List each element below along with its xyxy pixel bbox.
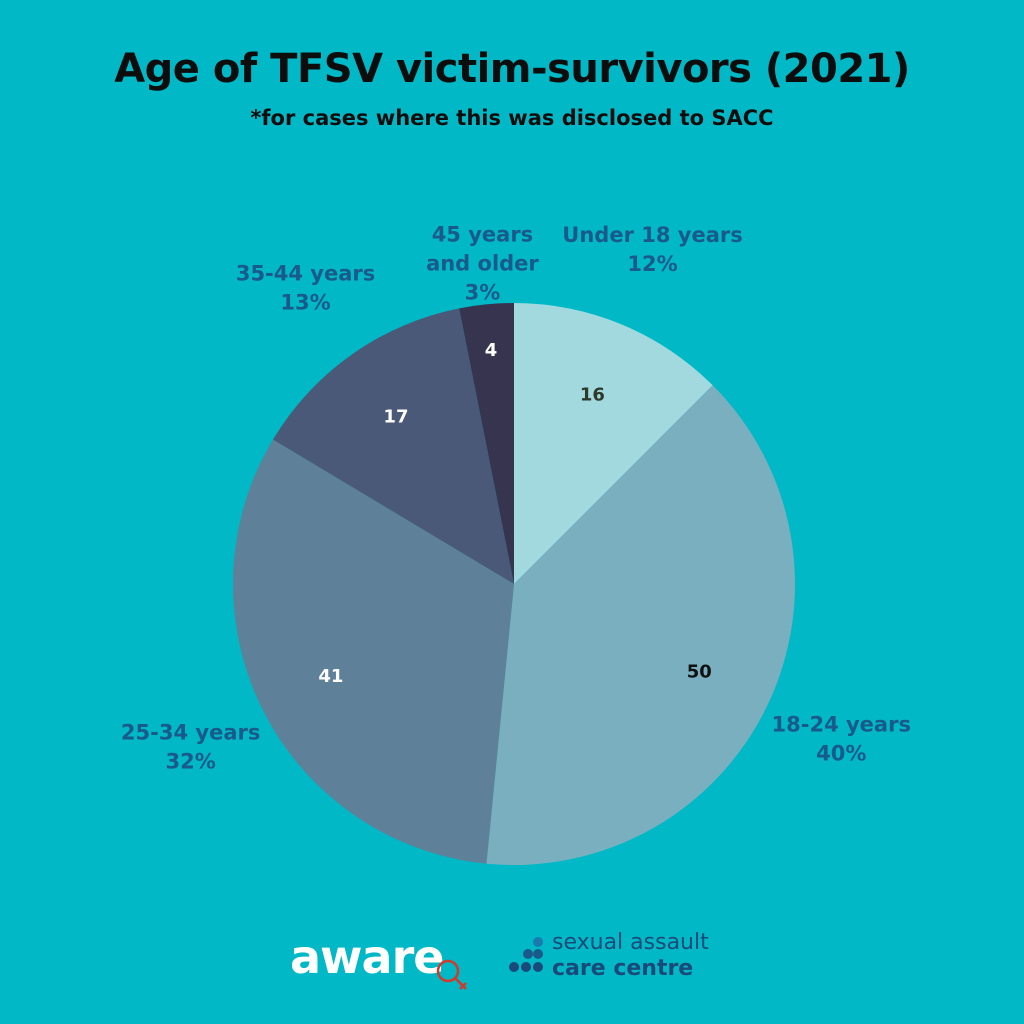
slice-percent-label: 40% bbox=[816, 741, 866, 765]
chart-subtitle: *for cases where this was disclosed to S… bbox=[250, 106, 774, 130]
pie-slice bbox=[272, 308, 514, 584]
aware-logo: aware bbox=[290, 930, 444, 984]
slice-name-label: Under 18 years bbox=[562, 223, 742, 247]
slice-category-label: 35-44 years 13% bbox=[236, 262, 375, 315]
slice-name-label: 18-24 years bbox=[772, 712, 911, 736]
slice-name-label: 45 years bbox=[432, 223, 534, 247]
slice-value-label: 16 bbox=[580, 385, 605, 406]
slice-name-label: 25-34 years bbox=[121, 720, 260, 744]
slice-category-label: 18-24 years 40% bbox=[772, 712, 911, 765]
slice-category-label: Under 18 years 12% bbox=[562, 223, 742, 276]
slice-percent-label: 13% bbox=[280, 291, 330, 315]
slice-percent-label: 32% bbox=[166, 749, 216, 773]
pie-slice bbox=[514, 303, 713, 584]
slice-value-label: 41 bbox=[318, 666, 343, 687]
sacc-logo-line2: care centre bbox=[552, 956, 694, 981]
slice-value-label: 17 bbox=[383, 406, 408, 427]
slice-value-label: 50 bbox=[687, 662, 712, 683]
slice-percent-label: 3% bbox=[465, 281, 501, 305]
female-symbol-icon bbox=[436, 959, 467, 990]
pie-slice bbox=[459, 303, 514, 584]
slice-value-label: 4 bbox=[485, 340, 498, 361]
slice-name-label: 35-44 years bbox=[236, 262, 375, 286]
footer-logos: aware sexual assault care centre bbox=[0, 930, 1024, 990]
slice-category-label: 45 years and older 3% bbox=[426, 223, 539, 305]
slice-name-label: and older bbox=[426, 252, 539, 276]
chart-title: Age of TFSV victim-survivors (2021) bbox=[114, 46, 910, 92]
sacc-logo-line1: sexual assault bbox=[552, 930, 709, 955]
slice-percent-label: 12% bbox=[627, 252, 677, 276]
sacc-dots-icon bbox=[509, 937, 543, 972]
pie-slice bbox=[232, 439, 515, 864]
pie-slice bbox=[486, 385, 796, 866]
slice-category-label: 25-34 years 32% bbox=[121, 720, 260, 773]
